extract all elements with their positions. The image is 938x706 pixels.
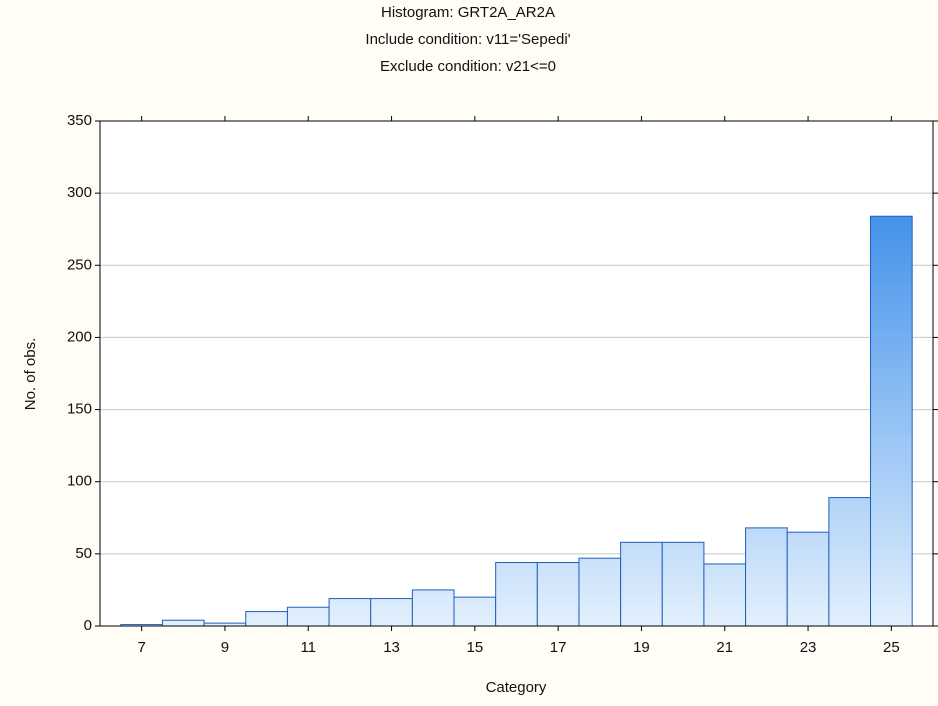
bar xyxy=(661,541,705,627)
y-tick-label: 150 xyxy=(67,401,92,418)
bar xyxy=(745,527,788,627)
chart-title: Histogram: GRT2A_AR2A xyxy=(381,4,555,21)
y-tick-label: 0 xyxy=(84,617,92,634)
x-tick-label: 7 xyxy=(137,639,145,656)
y-tick-label: 300 xyxy=(67,184,92,201)
y-tick-label: 50 xyxy=(75,545,92,562)
bar xyxy=(370,598,413,627)
bar xyxy=(578,557,622,627)
bar xyxy=(703,563,747,627)
x-tick-label: 25 xyxy=(883,639,900,656)
bar xyxy=(453,596,497,627)
bar xyxy=(161,619,205,627)
bar xyxy=(411,589,455,627)
y-tick-label: 350 xyxy=(67,112,92,129)
x-tick-label: 19 xyxy=(633,639,650,656)
bar xyxy=(286,606,330,627)
bar xyxy=(536,562,580,627)
bar xyxy=(495,562,538,627)
bar xyxy=(245,611,288,627)
bar xyxy=(828,497,872,627)
y-axis-label: No. of obs. xyxy=(22,338,39,411)
x-tick-label: 15 xyxy=(467,639,484,656)
chart-subtitle: Include condition: v11='Sepedi' xyxy=(365,31,570,48)
chart-subtitle: Exclude condition: v21<=0 xyxy=(380,58,556,75)
x-tick-label: 9 xyxy=(221,639,229,656)
y-tick-label: 200 xyxy=(67,328,92,345)
y-tick-label: 100 xyxy=(67,473,92,490)
y-tick-label: 250 xyxy=(67,256,92,273)
bar xyxy=(328,598,372,627)
bar xyxy=(786,531,830,627)
x-tick-label: 17 xyxy=(550,639,567,656)
x-tick-label: 21 xyxy=(716,639,733,656)
bar xyxy=(620,541,663,627)
plot-frame xyxy=(99,120,934,627)
x-tick-label: 23 xyxy=(800,639,817,656)
bar xyxy=(870,215,913,627)
x-tick-label: 11 xyxy=(300,639,316,656)
x-axis-label: Category xyxy=(486,679,547,696)
x-tick-label: 13 xyxy=(383,639,400,656)
